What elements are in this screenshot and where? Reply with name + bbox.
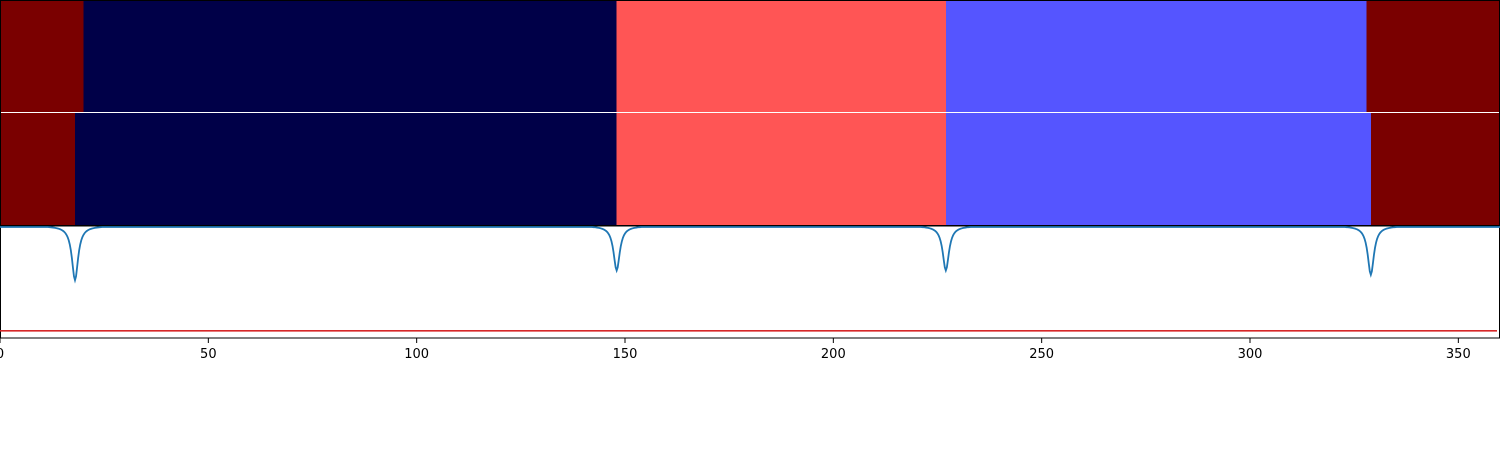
heatmap-segment-r1-4 — [945, 0, 1367, 112]
x-tick-label-350: 350 — [1446, 347, 1471, 362]
x-tick-label-100: 100 — [404, 347, 429, 362]
signal-line — [0, 226, 1500, 284]
heatmap-row-1 — [0, 0, 1500, 112]
heatmap-segment-r2-1 — [0, 113, 75, 225]
heatmap-segment-r2-5 — [1370, 113, 1500, 225]
heatmap-segment-r2-4 — [945, 113, 1371, 225]
x-tick-label-150: 150 — [613, 347, 638, 362]
x-tick-label-0: 0 — [0, 347, 4, 362]
heatmap-segment-r1-3 — [616, 0, 946, 112]
heatmap-segment-r1-2 — [83, 0, 617, 112]
heatmap-segment-r2-3 — [616, 113, 946, 225]
signal-panel — [0, 225, 1500, 339]
x-tick-label-300: 300 — [1238, 347, 1263, 362]
signal-frame — [0, 225, 1500, 339]
heatmap-rows — [0, 0, 1500, 226]
heatmap-row-2 — [0, 113, 1500, 225]
heatmap-segment-r1-5 — [1366, 0, 1500, 112]
x-tick-label-200: 200 — [821, 347, 846, 362]
heatmap-segment-r2-2 — [75, 113, 617, 225]
heatmap-segment-r1-1 — [0, 0, 84, 112]
x-tick-label-50: 50 — [200, 347, 217, 362]
x-tick-label-250: 250 — [1029, 347, 1054, 362]
x-axis: 0 50 100 150 200 250 300 350 — [0, 338, 1471, 362]
